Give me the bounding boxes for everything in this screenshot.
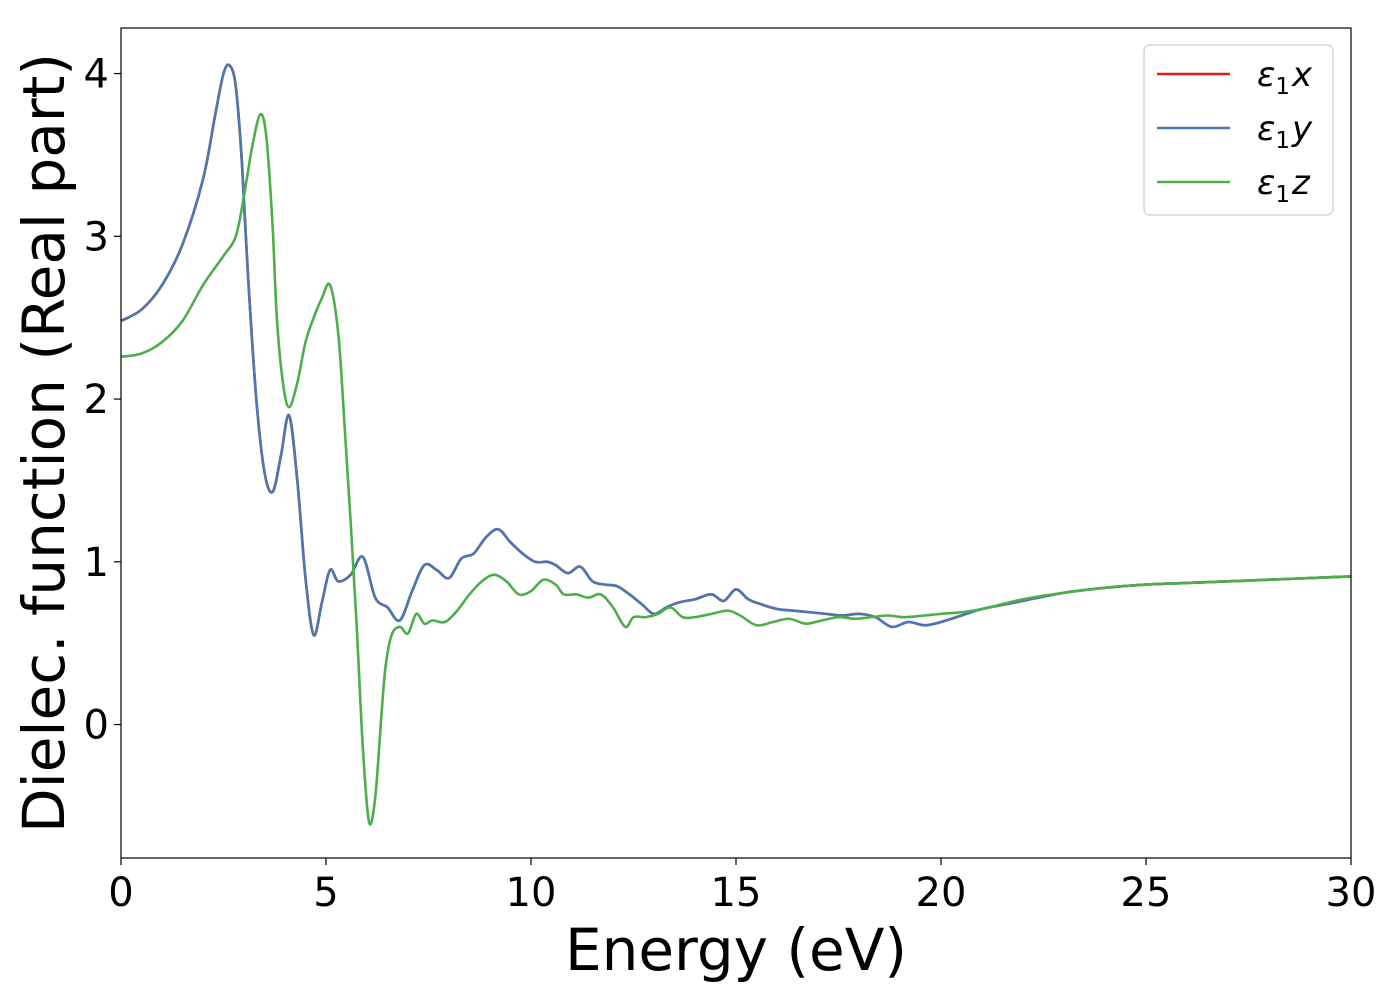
x-axis-label: Energy (eV): [565, 916, 907, 984]
x-tick-label: 30: [1326, 870, 1377, 916]
x-tick-label: 15: [711, 870, 762, 916]
y-tick-label: 1: [84, 540, 109, 586]
x-tick-label: 20: [916, 870, 967, 916]
y-tick-label: 2: [84, 377, 109, 423]
series-line-y: [120, 63, 1352, 637]
plot-lines: [120, 63, 1352, 826]
axis-ticks: 0 5 10 15 20 25 30 0 1 2 3 4: [84, 52, 1377, 916]
legend-label-x: ε1x: [1257, 55, 1313, 100]
legend: ε1x ε1y ε1z: [1143, 44, 1334, 216]
x-tick-label: 0: [108, 870, 133, 916]
series-line-z: [120, 112, 1352, 826]
legend-label-y: ε1y: [1257, 109, 1313, 154]
x-tick-label: 25: [1121, 870, 1172, 916]
y-tick-label: 0: [84, 703, 109, 749]
x-tick-label: 5: [313, 870, 338, 916]
legend-box: [1143, 44, 1334, 216]
x-tick-label: 10: [506, 870, 557, 916]
y-tick-label: 3: [84, 214, 109, 260]
legend-label-z: ε1z: [1257, 163, 1311, 208]
y-tick-label: 4: [84, 52, 109, 98]
y-axis-label: Dielec. function (Real part): [10, 53, 78, 833]
